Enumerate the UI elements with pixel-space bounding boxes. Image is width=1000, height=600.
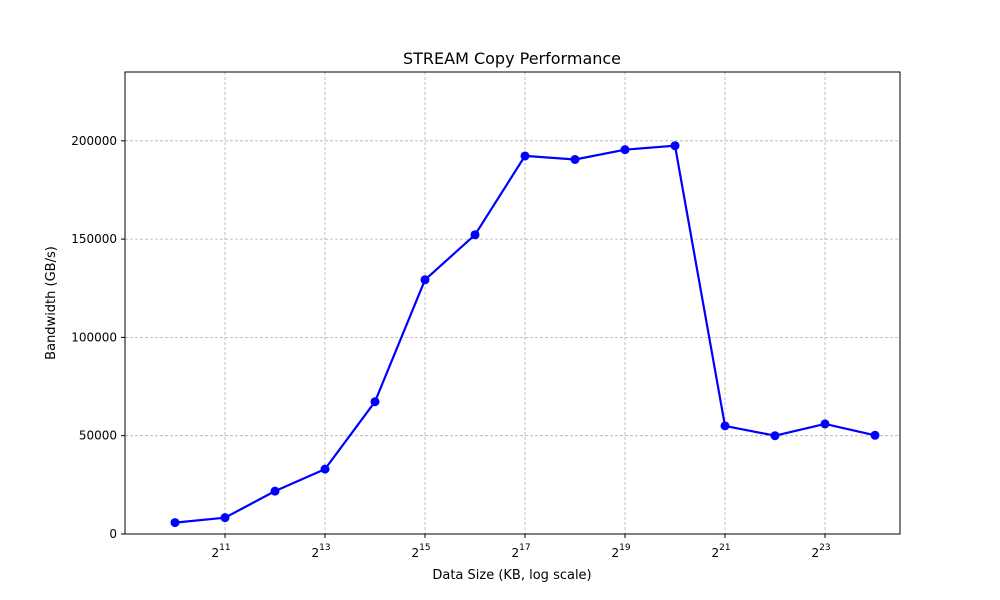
data-point [320, 464, 330, 474]
grid [125, 72, 900, 535]
ticks: 211 213 215 217 219 221 2230500001000001500002… [71, 134, 830, 560]
x-tick-label-base: 2 [711, 546, 719, 560]
data-point [270, 486, 280, 496]
data-point [170, 518, 180, 528]
x-tick-label: 215 [411, 543, 430, 560]
x-tick-label: 221 [711, 543, 730, 560]
data-point [470, 230, 480, 240]
x-tick-label: 211 [211, 543, 230, 560]
data-point [370, 397, 380, 407]
series-layer [170, 141, 880, 528]
x-tick-label-base: 2 [511, 546, 519, 560]
y-tick-label: 0 [109, 527, 117, 541]
x-tick-label-exponent: 13 [319, 543, 330, 553]
x-tick-label-base: 2 [211, 546, 219, 560]
x-tick-label-exponent: 15 [419, 543, 430, 553]
data-point [570, 154, 580, 164]
y-axis-label: Bandwidth (GB/s) [44, 246, 59, 360]
data-point [770, 431, 780, 441]
data-point [520, 151, 530, 161]
data-point [820, 419, 830, 429]
y-tick-label: 100000 [71, 330, 117, 344]
x-axis-label: Data Size (KB, log scale) [432, 568, 591, 583]
x-tick-label-base: 2 [411, 546, 419, 560]
x-tick-label: 219 [611, 543, 630, 560]
data-point [870, 430, 880, 440]
data-point [720, 421, 730, 431]
plot-frame [124, 71, 901, 535]
x-tick-label: 217 [511, 543, 530, 560]
y-tick-label: 150000 [71, 232, 117, 246]
data-point [220, 513, 230, 523]
x-tick-label-exponent: 23 [819, 543, 830, 553]
x-tick-label-base: 2 [811, 546, 819, 560]
x-tick-label-base: 2 [611, 546, 619, 560]
data-point [670, 141, 680, 151]
data-point [620, 145, 630, 155]
y-tick-label: 50000 [79, 429, 117, 443]
y-tick-label: 200000 [71, 134, 117, 148]
x-tick-label: 223 [811, 543, 830, 560]
x-tick-label-exponent: 11 [219, 543, 230, 553]
x-tick-label-exponent: 19 [619, 543, 631, 553]
data-point [420, 275, 430, 285]
x-tick-label-exponent: 17 [519, 543, 530, 553]
chart-title: STREAM Copy Performance [403, 49, 621, 68]
x-tick-label-base: 2 [311, 546, 319, 560]
x-tick-label-exponent: 21 [719, 543, 730, 553]
x-tick-label: 213 [311, 543, 330, 560]
